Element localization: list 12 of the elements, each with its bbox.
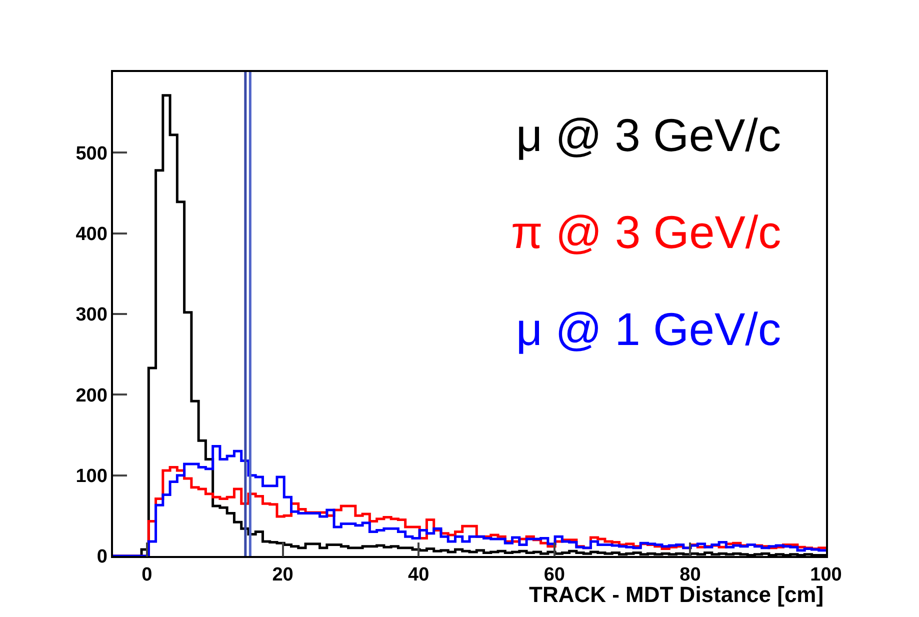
x-tick-label: 20 <box>272 564 294 586</box>
text: π @ 3 GeV/c <box>511 206 782 258</box>
text: μ @ 3 GeV/c <box>516 109 781 161</box>
y-tick-label: 500 <box>76 143 108 164</box>
y-tick-label: 100 <box>76 466 108 487</box>
y-tick-label: 0 <box>96 546 108 568</box>
x-tick-label: 0 <box>142 564 152 586</box>
y-tick-label: 200 <box>76 385 108 406</box>
y-tick-label: 300 <box>76 304 108 326</box>
text: μ @ 1 GeV/c <box>516 303 781 355</box>
y-tick-label: 400 <box>76 224 108 245</box>
x-tick-label: 40 <box>408 564 430 586</box>
